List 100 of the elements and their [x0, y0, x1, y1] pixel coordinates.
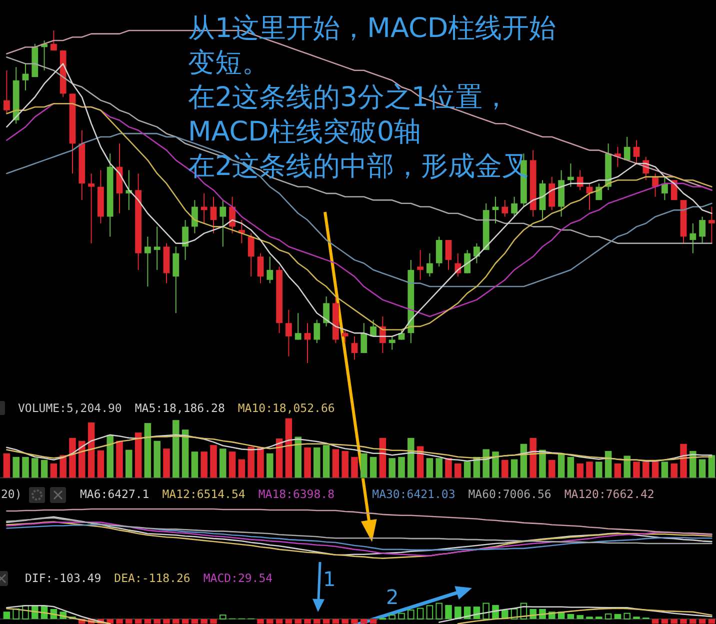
- bar: [510, 459, 518, 478]
- candlestick: [492, 196, 499, 224]
- candlestick: [154, 226, 160, 270]
- bar: [40, 460, 48, 478]
- candlestick: [436, 236, 442, 268]
- bar: [228, 452, 236, 478]
- candlestick: [50, 30, 57, 51]
- legend-title: 20): [1, 487, 22, 501]
- bar: [398, 456, 405, 478]
- bar: [351, 619, 358, 624]
- candlestick: [144, 236, 151, 288]
- candlestick: [426, 252, 433, 278]
- bar: [294, 436, 302, 478]
- bar: [88, 422, 95, 478]
- bar: [426, 605, 434, 620]
- candlestick: [690, 222, 696, 254]
- bar: [342, 450, 348, 478]
- bar: [388, 458, 396, 478]
- candlestick: [708, 206, 715, 244]
- candlestick: [257, 252, 264, 284]
- bar: [210, 619, 217, 624]
- bar: [32, 458, 38, 478]
- bar: [314, 447, 320, 478]
- bar: [191, 619, 198, 624]
- bar: [97, 450, 104, 478]
- candlestick: [662, 176, 668, 201]
- bar: [332, 619, 340, 624]
- bar: [106, 434, 114, 478]
- candlestick: [699, 216, 706, 244]
- candlestick: [314, 319, 320, 344]
- candlestick: [294, 312, 302, 340]
- bar: [285, 619, 292, 624]
- bar: [332, 449, 340, 478]
- bar: [69, 438, 76, 478]
- bar: [294, 619, 302, 624]
- bar: [200, 619, 208, 624]
- bar: [652, 619, 659, 624]
- bar: [576, 463, 584, 478]
- candlestick: [502, 200, 508, 218]
- bar: [502, 460, 508, 478]
- candlestick: [360, 322, 368, 354]
- bar: [624, 612, 630, 620]
- bar: [708, 619, 716, 624]
- bar: [360, 453, 368, 478]
- bar: [351, 456, 358, 478]
- bar: [134, 619, 142, 624]
- bar: [388, 614, 396, 620]
- bar: [304, 619, 311, 624]
- bar: [482, 602, 490, 620]
- candlestick: [445, 239, 452, 270]
- bar: [200, 452, 208, 478]
- bar: [445, 458, 452, 478]
- bar: [624, 456, 630, 478]
- candlestick: [192, 200, 198, 234]
- annotation: 2: [386, 585, 399, 609]
- candlestick: [624, 136, 630, 161]
- bar: [144, 619, 152, 624]
- bar: [220, 448, 226, 478]
- candlestick: [370, 319, 376, 337]
- bar: [322, 445, 330, 478]
- bar: [154, 619, 160, 624]
- bar: [576, 615, 584, 619]
- bar: [652, 462, 659, 478]
- bar: [586, 462, 593, 478]
- candlestick: [474, 242, 480, 264]
- bar: [482, 449, 490, 478]
- bar: [408, 438, 414, 478]
- candlestick: [4, 70, 10, 114]
- candlestick: [304, 322, 311, 364]
- bar: [614, 614, 622, 619]
- candlestick: [286, 309, 292, 357]
- bar: [126, 450, 132, 478]
- bar: [163, 619, 170, 624]
- bar: [144, 423, 152, 478]
- candlestick: [351, 336, 358, 360]
- bar: [604, 613, 612, 620]
- bar: [642, 462, 650, 478]
- bar: [154, 440, 160, 478]
- bar: [12, 608, 20, 620]
- bar: [492, 452, 499, 478]
- bar: [416, 608, 424, 620]
- bar: [436, 458, 442, 478]
- bar: [3, 453, 10, 478]
- bar: [60, 455, 66, 478]
- candlestick: [548, 176, 556, 211]
- bar: [567, 456, 574, 478]
- candlestick: [210, 196, 217, 234]
- bar: [596, 462, 602, 478]
- bar: [314, 619, 320, 624]
- bar: [445, 605, 452, 619]
- bar: [708, 455, 716, 478]
- candlestick: [342, 329, 348, 344]
- bar: [520, 602, 528, 620]
- bar: [342, 619, 348, 624]
- bar: [3, 612, 10, 619]
- bar: [680, 444, 687, 478]
- legend-title: VOLUME:5,204.90: [18, 401, 122, 415]
- bar: [304, 447, 311, 478]
- bar: [360, 619, 368, 624]
- candlestick: [417, 249, 424, 280]
